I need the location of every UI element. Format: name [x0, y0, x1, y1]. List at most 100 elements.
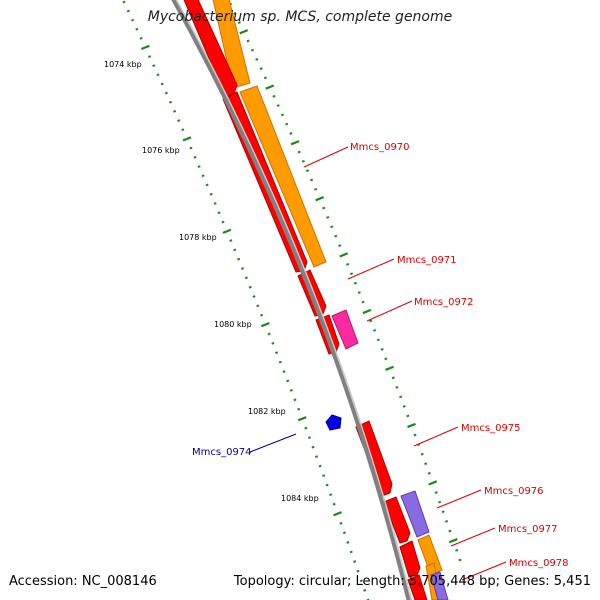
- gene-label[interactable]: Mmcs_0971: [397, 255, 457, 266]
- minor-tick: [276, 104, 280, 108]
- major-tick: [260, 321, 270, 328]
- minor-tick: [361, 300, 365, 304]
- minor-tick: [197, 165, 201, 168]
- minor-tick: [148, 55, 152, 58]
- leader-mmcs-0971: [347, 258, 395, 280]
- minor-tick: [363, 588, 367, 592]
- minor-tick: [233, 248, 237, 252]
- minor-tick: [444, 519, 449, 523]
- minor-tick: [289, 388, 293, 392]
- minor-tick: [237, 257, 241, 261]
- major-tick: [182, 136, 192, 142]
- major-tick: [362, 308, 372, 315]
- minor-tick: [122, 0, 126, 4]
- minor-tick: [338, 244, 342, 247]
- minor-tick: [285, 122, 289, 126]
- minor-tick: [326, 215, 330, 219]
- leader-mmcs-0974: [249, 433, 297, 453]
- gene-label[interactable]: Mmcs_0977: [498, 524, 558, 535]
- scale-label: 1078 kbp: [179, 233, 217, 242]
- leader-mmcs-0977: [450, 527, 496, 547]
- minor-tick: [297, 407, 301, 411]
- major-tick: [297, 416, 307, 422]
- orange-gene-3[interactable]: [417, 534, 443, 576]
- minor-tick: [424, 462, 428, 466]
- orange-gene-1[interactable]: [212, 0, 251, 89]
- minor-tick: [282, 370, 286, 373]
- minor-tick: [314, 455, 319, 459]
- gene-label[interactable]: Mmcs_0978: [509, 558, 569, 569]
- minor-tick: [353, 281, 357, 285]
- topology-text: Topology: circular; Length: 5,705,448 bp…: [233, 574, 591, 589]
- minor-tick: [332, 502, 336, 506]
- leader-mmcs-0972: [366, 300, 413, 322]
- gene-label[interactable]: Mmcs_0970: [350, 142, 410, 153]
- minor-tick: [189, 146, 193, 150]
- minor-tick: [260, 313, 264, 317]
- minor-tick: [438, 500, 442, 504]
- cds-6[interactable]: [383, 496, 411, 544]
- scale-label: 1074 kbp: [104, 60, 142, 69]
- minor-tick: [275, 351, 279, 355]
- minor-tick: [289, 132, 293, 135]
- minor-tick: [325, 483, 329, 487]
- minor-tick: [329, 493, 333, 497]
- minor-tick: [126, 9, 130, 13]
- minor-tick: [177, 119, 181, 122]
- minor-tick: [330, 225, 334, 229]
- reverse-gene-mmcs-0974[interactable]: [325, 414, 342, 431]
- minor-tick: [311, 445, 315, 449]
- gene-label[interactable]: Mmcs_0972: [414, 297, 474, 308]
- leader-mmcs-0975: [413, 426, 459, 447]
- minor-tick: [193, 155, 197, 159]
- major-tick: [448, 538, 458, 544]
- minor-tick: [263, 76, 268, 80]
- minor-tick: [376, 338, 380, 342]
- minor-tick: [339, 521, 343, 525]
- minor-tick: [164, 91, 168, 95]
- minor-tick: [369, 319, 373, 323]
- orange-gene-track: [212, 0, 443, 600]
- minor-tick: [406, 414, 410, 418]
- minor-tick: [322, 474, 326, 478]
- minor-tick: [399, 395, 403, 399]
- cds-8[interactable]: [407, 574, 428, 600]
- minor-tick: [272, 94, 276, 98]
- pink-gene[interactable]: [331, 309, 359, 350]
- major-tick: [265, 84, 275, 90]
- major-tick: [239, 29, 249, 35]
- minor-tick: [237, 21, 241, 24]
- minor-tick: [267, 332, 271, 336]
- minor-tick: [427, 471, 431, 475]
- minor-tick: [314, 187, 318, 191]
- minor-tick: [417, 443, 421, 447]
- major-tick: [222, 228, 232, 234]
- leader-mmcs-0978: [461, 561, 507, 581]
- orange-gene-2[interactable]: [239, 85, 327, 268]
- minor-tick: [240, 267, 245, 270]
- major-tick: [140, 44, 150, 51]
- minor-tick: [349, 272, 354, 276]
- minor-tick: [248, 285, 252, 289]
- scale-label: 1082 kbp: [248, 407, 286, 416]
- major-tick: [407, 422, 416, 429]
- genome-backbone-shadow: [175, 0, 413, 600]
- major-tick: [315, 196, 325, 202]
- minor-tick: [304, 426, 308, 430]
- minor-tick: [259, 67, 263, 71]
- scale-label: 1084 kbp: [281, 494, 319, 503]
- cds-7[interactable]: [399, 540, 421, 578]
- gene-label[interactable]: Mmcs_0976: [484, 486, 544, 497]
- major-tick: [333, 511, 342, 517]
- minor-tick: [256, 304, 260, 308]
- gene-label[interactable]: Mmcs_0975: [461, 423, 521, 434]
- minor-tick: [278, 360, 282, 364]
- minor-tick: [131, 18, 135, 22]
- gene-label[interactable]: Mmcs_0974: [192, 447, 252, 458]
- purple-gene-2[interactable]: [430, 571, 449, 600]
- minor-tick: [301, 159, 305, 163]
- purple-gene-1[interactable]: [400, 490, 430, 538]
- minor-tick: [353, 560, 357, 563]
- minor-tick: [135, 27, 139, 31]
- leader-mmcs-0970: [303, 146, 349, 168]
